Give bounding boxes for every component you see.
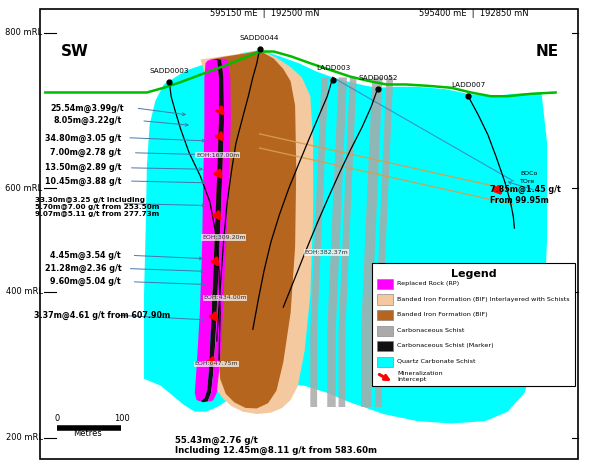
Text: 10.45m@3.88 g/t: 10.45m@3.88 g/t	[45, 176, 122, 186]
Text: Metres: Metres	[73, 428, 102, 437]
Text: Banded Iron Formation (BIF) Interlayered with Schists: Banded Iron Formation (BIF) Interlayered…	[397, 297, 570, 302]
Text: NE: NE	[536, 44, 559, 59]
Text: 200 mRL: 200 mRL	[5, 433, 42, 442]
Bar	[377, 325, 393, 336]
Bar	[372, 264, 575, 386]
Text: 13.50m@2.89 g/t: 13.50m@2.89 g/t	[45, 163, 122, 172]
Polygon shape	[144, 50, 547, 424]
Text: 4.45m@3.54 g/t: 4.45m@3.54 g/t	[50, 251, 121, 260]
Polygon shape	[310, 77, 329, 407]
Polygon shape	[208, 58, 231, 401]
Text: 8.05m@3.22g/t: 8.05m@3.22g/t	[54, 116, 122, 125]
Text: SADD0044: SADD0044	[240, 35, 279, 41]
Text: 100: 100	[114, 415, 129, 424]
Bar	[377, 294, 393, 305]
Text: EOH:167.00m: EOH:167.00m	[196, 152, 239, 158]
Bar	[377, 357, 393, 367]
Polygon shape	[198, 59, 224, 402]
Text: 800 mRL: 800 mRL	[5, 28, 42, 37]
Text: 55.43m@2.76 g/t
Including 12.45m@8.11 g/t from 583.60m: 55.43m@2.76 g/t Including 12.45m@8.11 g/…	[175, 436, 377, 456]
Text: LADD003: LADD003	[316, 65, 350, 71]
Text: EOH:647.75m: EOH:647.75m	[194, 361, 239, 366]
Text: 3.37m@4.61 g/t from 607.90m: 3.37m@4.61 g/t from 607.90m	[34, 311, 170, 320]
Text: Quartz Carbonate Schist: Quartz Carbonate Schist	[397, 359, 476, 364]
Text: EOH:382.37m: EOH:382.37m	[304, 250, 349, 255]
Bar	[377, 310, 393, 320]
Polygon shape	[194, 59, 219, 401]
Text: SADD0003: SADD0003	[150, 67, 189, 74]
Text: Carbonaceous Schist: Carbonaceous Schist	[397, 328, 464, 333]
Text: EOH:434.00m: EOH:434.00m	[203, 295, 247, 300]
Text: 595400 mE  |  192850 mN: 595400 mE | 192850 mN	[419, 10, 528, 19]
Text: 9.60m@5.04 g/t: 9.60m@5.04 g/t	[50, 277, 121, 286]
Text: 34.80m@3.05 g/t: 34.80m@3.05 g/t	[45, 134, 121, 143]
Text: Carbonaceous Schist (Marker): Carbonaceous Schist (Marker)	[397, 343, 494, 348]
Polygon shape	[338, 77, 356, 407]
Text: Mineralization
Intercept: Mineralization Intercept	[397, 371, 443, 382]
Text: 7.85m@1.45 g/t
From 99.95m: 7.85m@1.45 g/t From 99.95m	[490, 185, 561, 205]
Text: 600 mRL: 600 mRL	[5, 183, 42, 192]
Text: Replaced Rock (RP): Replaced Rock (RP)	[397, 281, 459, 286]
Text: TOre: TOre	[520, 180, 535, 184]
Bar	[377, 279, 393, 289]
Text: 595150 mE  |  192500 mN: 595150 mE | 192500 mN	[210, 10, 320, 19]
Text: 21.28m@2.36 g/t: 21.28m@2.36 g/t	[45, 264, 122, 273]
Text: SW: SW	[61, 44, 89, 59]
Text: Banded Iron Formation (BIF): Banded Iron Formation (BIF)	[397, 312, 488, 317]
Text: 25.54m@3.99g/t: 25.54m@3.99g/t	[50, 104, 123, 113]
Text: Legend: Legend	[451, 269, 496, 279]
Text: 33.30m@3.25 g/t Including
5.70m@7.00 g/t from 253.50m
9.07m@5.11 g/t from 277.73: 33.30m@3.25 g/t Including 5.70m@7.00 g/t…	[35, 197, 159, 217]
Bar	[377, 341, 393, 352]
Text: SADD0052: SADD0052	[358, 75, 398, 81]
Text: LADD007: LADD007	[451, 82, 485, 88]
Text: 0: 0	[54, 415, 59, 424]
Text: 400 mRL: 400 mRL	[5, 287, 42, 296]
Polygon shape	[375, 77, 393, 407]
Polygon shape	[201, 50, 313, 414]
Polygon shape	[327, 77, 347, 407]
Polygon shape	[210, 50, 296, 408]
Polygon shape	[361, 77, 382, 407]
Text: 7.00m@2.78 g/t: 7.00m@2.78 g/t	[50, 148, 121, 157]
Text: BOCo: BOCo	[520, 171, 538, 176]
Text: EOH:309.20m: EOH:309.20m	[202, 235, 246, 240]
